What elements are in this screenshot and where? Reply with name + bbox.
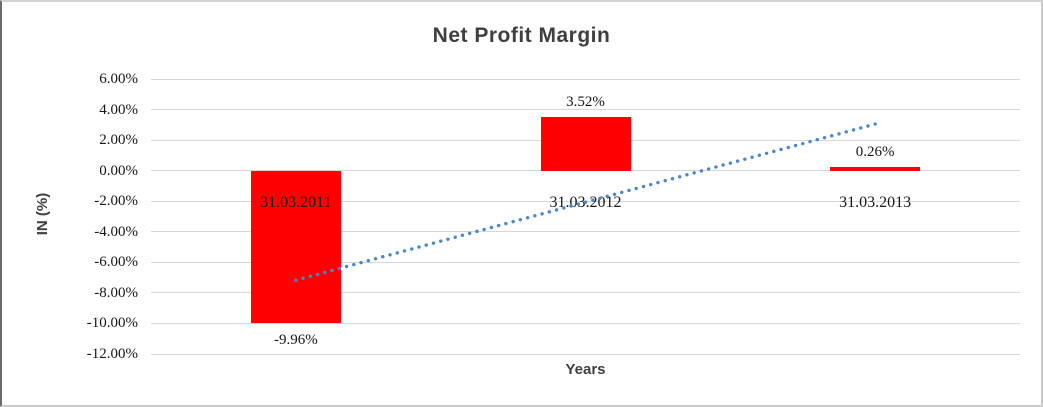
category-label: 31.03.2013	[839, 193, 912, 211]
y-axis-tick-label: -12.00%	[86, 346, 138, 362]
y-axis-tick-label: -10.00%	[86, 315, 138, 332]
y-axis-tick-label: 0.00%	[99, 162, 138, 179]
category-label: 31.03.2011	[260, 193, 332, 211]
chart-title: Net Profit Margin	[432, 24, 611, 47]
y-axis-tick-label: 4.00%	[99, 101, 138, 118]
gridline	[151, 109, 1020, 111]
bar-31.03.2012	[540, 116, 631, 171]
y-axis-tick-label: 6.00%	[99, 71, 138, 87]
gridline	[151, 322, 1020, 324]
bar-data-label: 3.52%	[566, 93, 605, 110]
bar-data-label: -9.96%	[273, 331, 318, 348]
y-axis-tick-label: -4.00%	[94, 223, 138, 240]
gridline	[151, 78, 1020, 80]
y-axis-tick-label: 2.00%	[99, 132, 138, 149]
bar-data-label: 0.26%	[855, 143, 895, 160]
y-axis-tick-label: -2.00%	[94, 193, 138, 210]
x-axis-title: Years	[565, 361, 606, 378]
y-axis-tick-label: -8.00%	[94, 284, 138, 301]
gridline	[151, 353, 1020, 355]
gridline	[151, 292, 1020, 294]
y-axis-tick-label: -6.00%	[94, 254, 138, 271]
category-label: 31.03.2012	[549, 193, 622, 211]
bar-31.03.2013	[830, 166, 921, 171]
